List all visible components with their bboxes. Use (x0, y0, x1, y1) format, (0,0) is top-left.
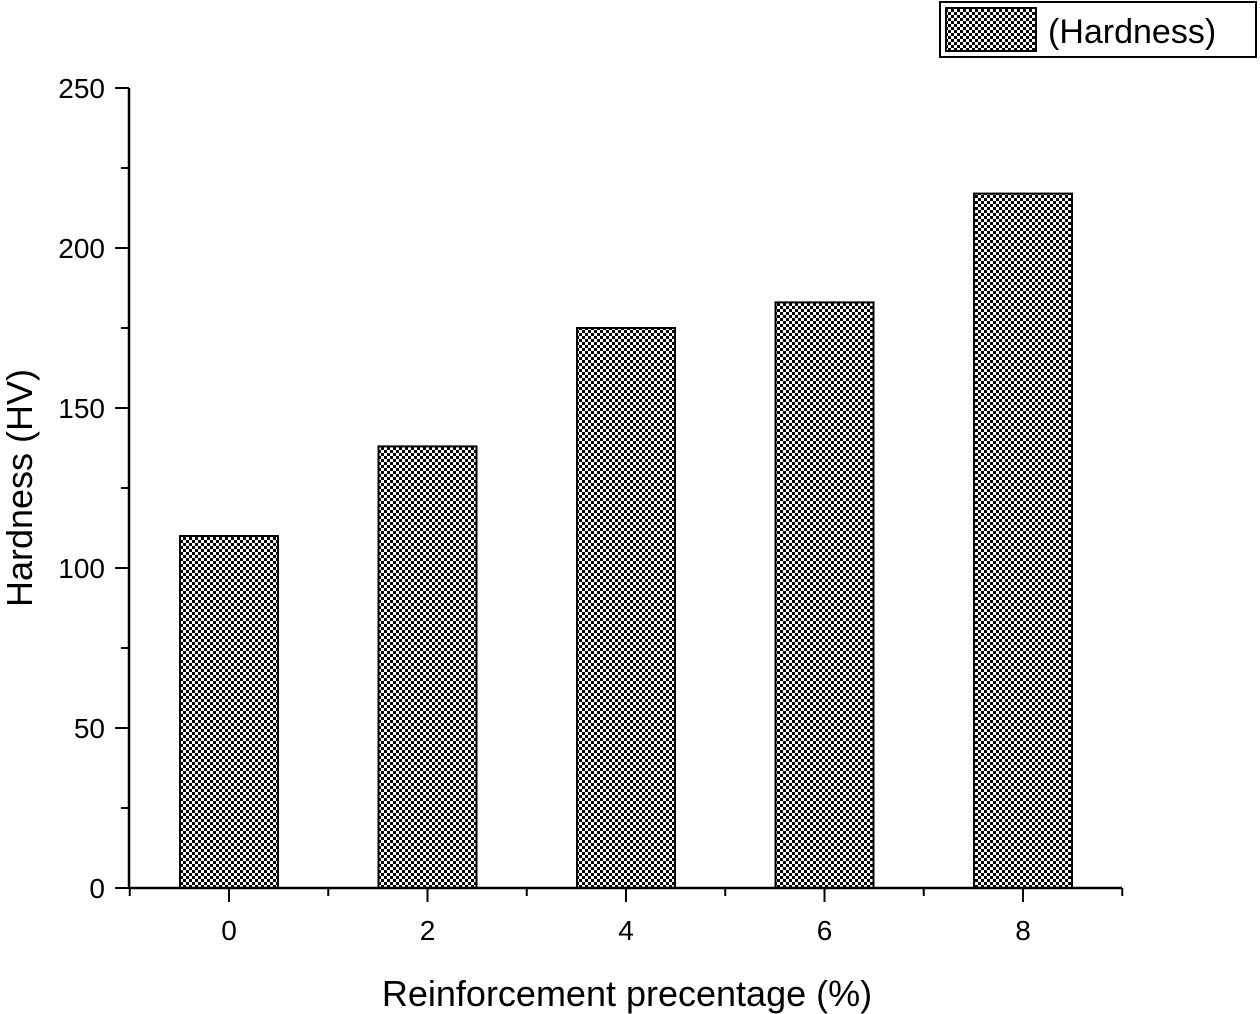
bar-2 (377, 445, 478, 889)
y-tick-label: 250 (58, 73, 105, 104)
bars (179, 192, 1073, 890)
y-tick-label: 150 (58, 393, 105, 424)
x-tick-label: 8 (1015, 915, 1031, 946)
y-axis-title: Hardness (HV) (0, 369, 40, 607)
bar-4 (576, 327, 676, 889)
bar-6 (774, 301, 875, 889)
x-axis-title: Reinforcement precentage (%) (382, 973, 872, 1014)
bar-0 (179, 535, 279, 889)
x-tick-label: 4 (618, 915, 634, 946)
y-tick-label: 200 (58, 233, 105, 264)
axes: 0 50 100 150 200 250 0 2 4 6 8 (58, 73, 1124, 946)
legend: (Hardness) (939, 1, 1257, 58)
x-tick-label: 0 (221, 915, 237, 946)
legend-swatch (945, 7, 1037, 52)
y-tick-label: 100 (58, 553, 105, 584)
x-tick-label: 6 (817, 915, 833, 946)
bar-8 (973, 192, 1073, 890)
y-tick-label: 0 (89, 873, 105, 904)
y-tick-label: 50 (74, 713, 105, 744)
legend-label: (Hardness) (1048, 13, 1216, 51)
x-tick-label: 2 (420, 915, 436, 946)
